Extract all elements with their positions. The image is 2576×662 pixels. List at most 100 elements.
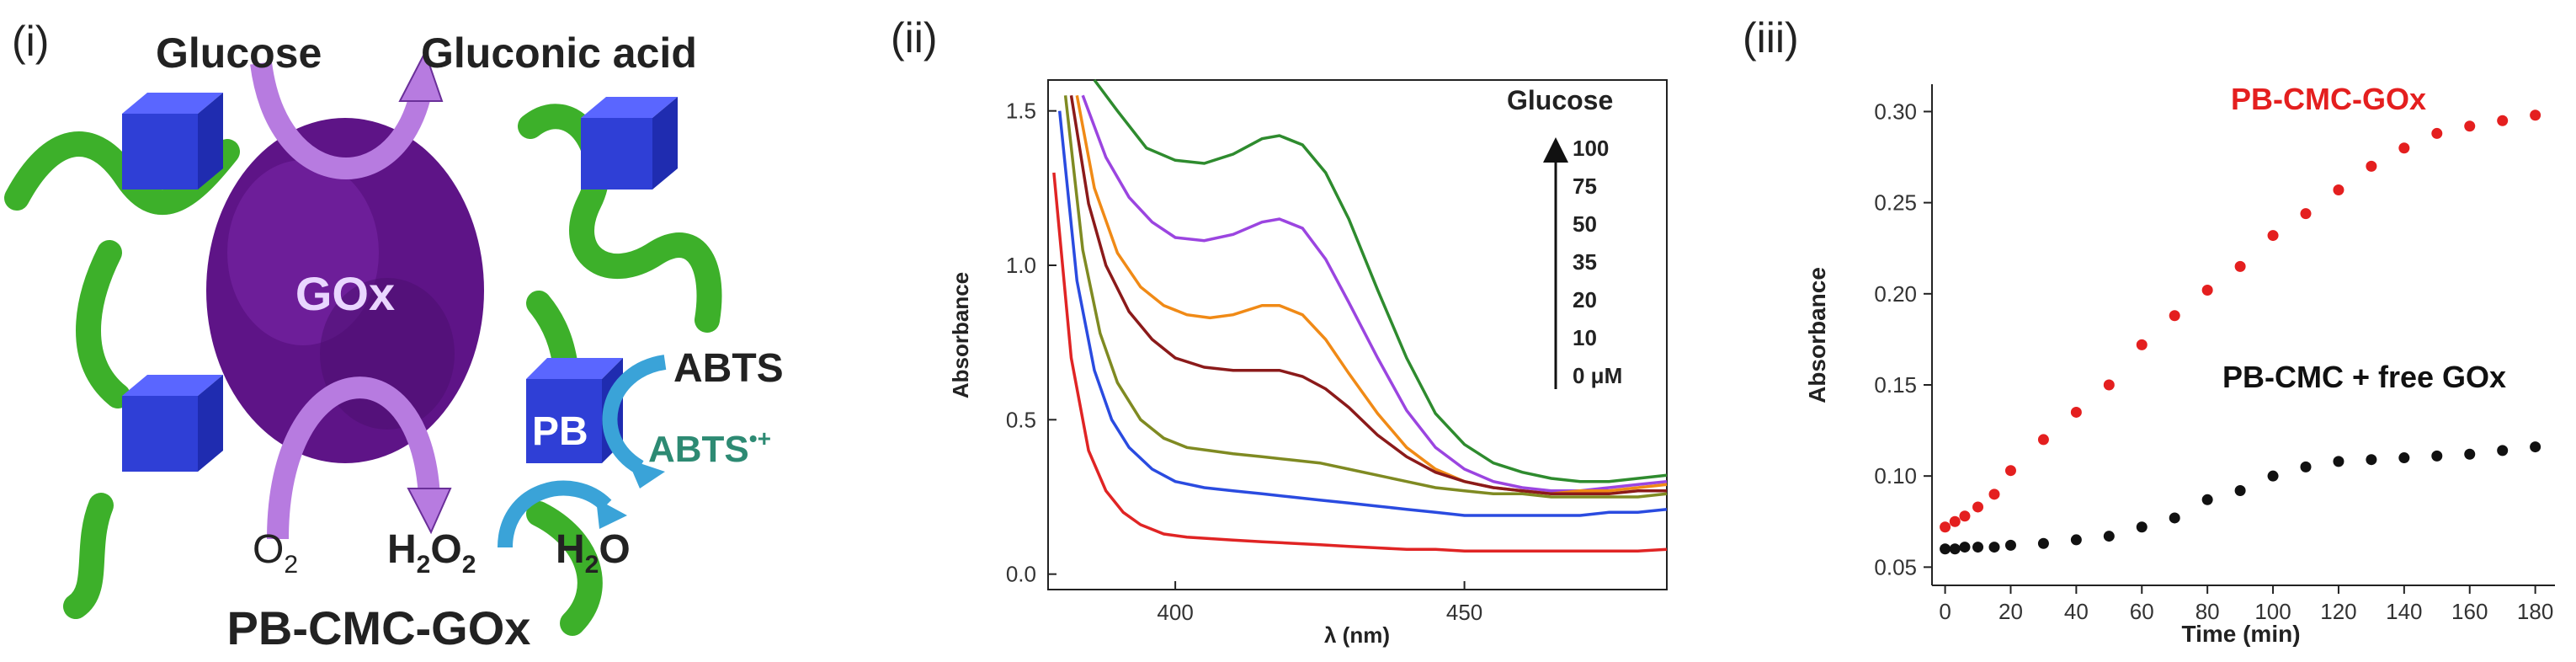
point-pb-cmc-gox [2431,127,2443,139]
abts-radical-label: ABTS•+ [648,425,771,470]
kinetics-x-tick-label: 160 [2451,599,2488,624]
point-free-gox [1949,543,1961,555]
h2o-arrowhead [596,499,627,529]
pb-label: PB [532,409,588,454]
point-free-gox [2037,537,2049,549]
spectra-x-tick-label: 400 [1157,600,1193,625]
legend-title: Glucose [1507,85,1613,115]
legend-label: 100 [1573,136,1609,161]
spectra-y-tick-label: 0.5 [1006,407,1036,432]
point-pb-cmc-gox [2333,184,2344,195]
point-free-gox [2366,454,2377,466]
point-free-gox [2398,452,2410,464]
kinetics-x-tick-label: 100 [2254,599,2291,624]
kinetics-x-tick-label: 60 [2130,599,2154,624]
kinetics-y-tick-label: 0.30 [1874,99,1917,124]
o2-label: O2 [253,527,298,579]
point-free-gox [1959,542,1971,553]
complex-name-label: PB-CMC-GOx [227,601,531,654]
point-pb-cmc-gox [2366,160,2377,172]
spectrum-line-35 [1069,95,1667,496]
kinetics-points [1940,109,2541,555]
point-pb-cmc-gox [1940,521,1951,533]
point-pb-cmc-gox [2497,115,2509,126]
point-pb-cmc-gox [2169,310,2180,322]
h2o2-label: H2O2 [387,527,476,579]
point-pb-cmc-gox [2103,379,2115,391]
glucose-label: Glucose [156,29,322,77]
kinetics-x-tick-label: 80 [2195,599,2220,624]
legend-label: 50 [1573,211,1597,237]
pb-cube [122,375,223,472]
series-label-free-gox: PB-CMC + free GOx [2222,360,2506,394]
legend-label: 20 [1573,287,1597,312]
point-free-gox [2431,450,2443,462]
point-pb-cmc-gox [2234,260,2246,272]
spectrum-line-0 [1052,172,1668,553]
series-label-pb-cmc-gox: PB-CMC-GOx [2231,82,2426,116]
point-pb-cmc-gox [1959,510,1971,522]
spectra-ticks: 400 450 0.0 0.5 1.0 1.5 [1006,99,1482,625]
spectra-y-axis-label: Absorbance [948,272,973,398]
kinetics-chart: (iii) 0 20 40 60 80 100 120 140 160 180 0.05 0.10 0.… [1743,14,2555,647]
gox-label: GOx [295,267,395,320]
point-pb-cmc-gox [1949,515,1961,527]
gluconic-acid-label: Gluconic acid [421,29,697,77]
kinetics-y-tick-label: 0.25 [1874,190,1917,216]
point-pb-cmc-gox [2530,109,2541,121]
spectra-x-tick-label: 450 [1446,600,1482,625]
kinetics-x-tick-label: 140 [2386,599,2422,624]
spectrum-line-10 [1057,110,1668,517]
point-free-gox [2234,484,2246,496]
kinetics-x-axis-label: Time (min) [2181,621,2300,647]
pb-cube [581,97,678,190]
point-free-gox [2530,441,2541,453]
panel-iii-label: (iii) [1743,14,1799,61]
kinetics-x-tick-label: 20 [1999,599,2023,624]
panel-i-label: (i) [12,18,49,65]
point-pb-cmc-gox [2464,120,2476,132]
point-free-gox [2300,461,2312,472]
kinetics-x-tick-label: 120 [2320,599,2356,624]
kinetics-x-tick-label: 0 [1939,599,1951,624]
glucose-oxidation-arrow [250,50,444,179]
oxygen-reduction-arrow [267,376,452,540]
point-free-gox [1940,543,1951,555]
kinetics-y-tick-label: 0.20 [1874,281,1917,307]
spectra-plot-frame [1047,79,1668,590]
kinetics-ticks: 0 20 40 60 80 100 120 140 160 180 0.05 0.10 0.15 0.20… [1874,99,2553,624]
spectra-y-tick-label: 1.5 [1006,99,1036,124]
spectrum-line-20 [1063,95,1668,499]
panel-ii-label: (ii) [891,14,938,61]
point-pb-cmc-gox [2300,208,2312,220]
point-pb-cmc-gox [1972,501,1984,513]
point-free-gox [2070,534,2082,546]
legend-label: 75 [1573,174,1597,199]
point-free-gox [1972,542,1984,553]
legend-label: 10 [1573,325,1597,350]
spectra-chart: (ii) 400 450 0.0 0.5 1.0 1.5 λ (nm) Absorbanc… [891,14,1668,648]
point-pb-cmc-gox [2267,230,2279,242]
point-free-gox [2497,445,2509,456]
spectrum-line-100 [1093,78,1668,483]
spectra-x-axis-label: λ (nm) [1324,622,1390,648]
point-free-gox [2004,539,2016,551]
spectra-legend: 100 75 50 35 20 10 0 μM [1573,136,1622,388]
spectra-y-tick-label: 0.0 [1006,562,1036,587]
point-free-gox [2267,470,2279,482]
abts-oxidation-arrows [498,355,667,548]
h2o-label: H2O [556,527,631,579]
spectra-y-tick-label: 1.0 [1006,253,1036,278]
legend-label: 0 μM [1573,363,1622,388]
kinetics-x-tick-label: 40 [2064,599,2089,624]
point-pb-cmc-gox [2201,284,2213,296]
point-pb-cmc-gox [2398,142,2410,154]
point-free-gox [2169,512,2180,524]
prussian-blue-cubes [122,93,678,472]
point-free-gox [1988,542,2000,553]
point-free-gox [2103,531,2115,542]
point-pb-cmc-gox [1988,488,2000,500]
point-free-gox [2136,521,2148,533]
point-pb-cmc-gox [2070,406,2082,418]
